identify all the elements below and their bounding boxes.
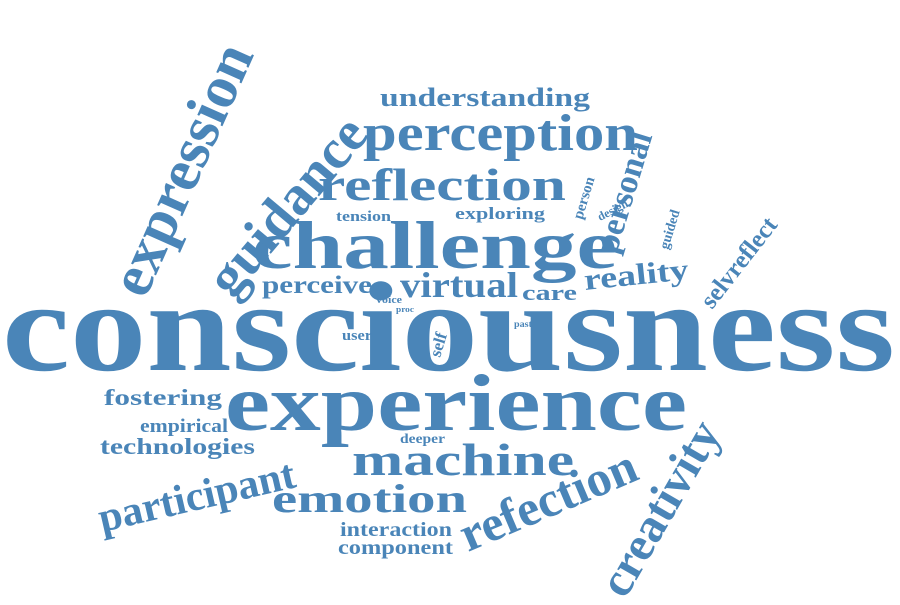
word-perception: perception <box>363 105 638 162</box>
word-technologies: technologies <box>100 434 255 459</box>
word-proc: proc <box>396 305 415 314</box>
word-past: past <box>514 319 532 329</box>
words-layer: consciousnessexperiencechallengeexpressi… <box>2 33 895 605</box>
word-reflection: reflection <box>318 159 566 210</box>
word-experience: experience <box>225 360 687 448</box>
word-virtual: virtual <box>400 265 518 305</box>
word-voice: voice <box>376 295 403 306</box>
word-care: care <box>522 280 577 305</box>
word-user: user <box>342 328 372 344</box>
word-fostering: fostering <box>104 385 223 410</box>
word-component: component <box>338 537 453 559</box>
word-participant: participant <box>94 452 300 542</box>
word-guided: guided <box>657 208 683 251</box>
word-empirical: empirical <box>140 416 228 437</box>
word-emotion: emotion <box>272 476 467 521</box>
word-tension: tension <box>336 209 392 225</box>
word-challenge: challenge <box>252 207 617 283</box>
word-perceive: perceive <box>262 272 372 299</box>
word-interaction: interaction <box>340 519 452 541</box>
word-deeper: deeper <box>400 432 445 447</box>
word-exploring: exploring <box>455 204 546 223</box>
word-understanding: understanding <box>380 83 590 112</box>
word-machine: machine <box>352 434 574 485</box>
word-consciousness: consciousness <box>2 256 895 398</box>
